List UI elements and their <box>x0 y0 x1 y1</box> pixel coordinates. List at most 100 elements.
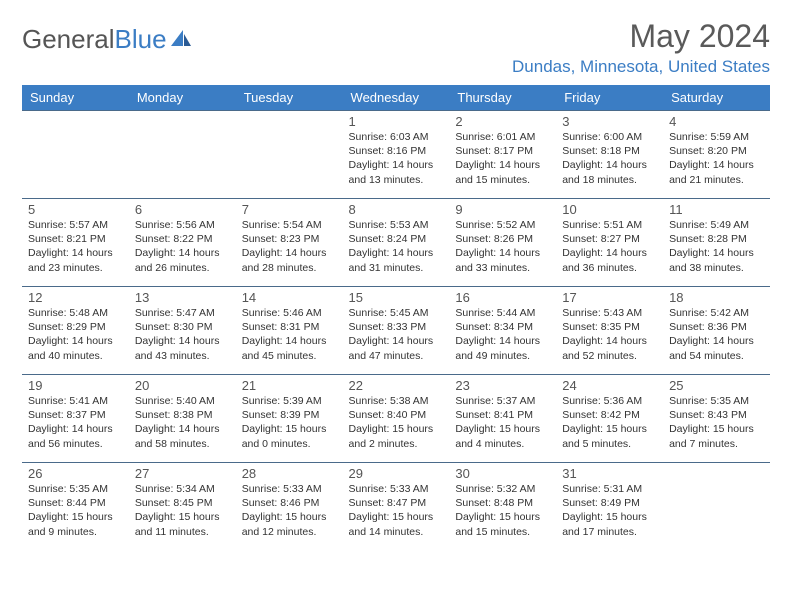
info-line: Sunrise: 5:37 AM <box>455 394 550 408</box>
day-info: Sunrise: 5:44 AMSunset: 8:34 PMDaylight:… <box>455 306 550 363</box>
logo-text-2: Blue <box>115 24 167 55</box>
info-line: and 0 minutes. <box>242 437 337 451</box>
info-line: and 18 minutes. <box>562 173 657 187</box>
info-line: and 36 minutes. <box>562 261 657 275</box>
info-line: Sunrise: 5:59 AM <box>669 130 764 144</box>
day-info: Sunrise: 5:34 AMSunset: 8:45 PMDaylight:… <box>135 482 230 539</box>
info-line: Sunrise: 5:35 AM <box>28 482 123 496</box>
calendar-row: 12Sunrise: 5:48 AMSunset: 8:29 PM Dayligh… <box>22 287 770 375</box>
info-line: Sunset: 8:30 PM <box>135 320 230 334</box>
info-line: Daylight: 15 hours <box>242 422 337 436</box>
info-line: Daylight: 14 hours <box>562 334 657 348</box>
day-number: 8 <box>349 202 444 217</box>
info-line: Sunrise: 5:33 AM <box>242 482 337 496</box>
info-line: Sunrise: 5:38 AM <box>349 394 444 408</box>
info-line: and 56 minutes. <box>28 437 123 451</box>
info-line: Daylight: 14 hours <box>242 246 337 260</box>
day-header: Friday <box>556 85 663 111</box>
sail-icon <box>169 24 193 55</box>
day-number: 13 <box>135 290 230 305</box>
calendar-cell: 1Sunrise: 6:03 AMSunset: 8:16 PMDaylight… <box>343 111 450 199</box>
calendar-cell-empty <box>663 463 770 551</box>
info-line: Sunrise: 5:36 AM <box>562 394 657 408</box>
info-line: Daylight: 15 hours <box>135 510 230 524</box>
info-line: and 5 minutes. <box>562 437 657 451</box>
day-number: 31 <box>562 466 657 481</box>
calendar-cell: 25Sunrise: 5:35 AMSunset: 8:43 PMDayligh… <box>663 375 770 463</box>
info-line: Daylight: 14 hours <box>455 158 550 172</box>
info-line: and 49 minutes. <box>455 349 550 363</box>
day-number: 21 <box>242 378 337 393</box>
calendar-cell: 9Sunrise: 5:52 AMSunset: 8:26 PMDaylight… <box>449 199 556 287</box>
info-line: and 45 minutes. <box>242 349 337 363</box>
day-number: 5 <box>28 202 123 217</box>
info-line: Daylight: 14 hours <box>349 158 444 172</box>
day-info: Sunrise: 5:52 AMSunset: 8:26 PMDaylight:… <box>455 218 550 275</box>
day-number: 1 <box>349 114 444 129</box>
info-line: Sunset: 8:35 PM <box>562 320 657 334</box>
day-number: 29 <box>349 466 444 481</box>
calendar-cell: 26Sunrise: 5:35 AMSunset: 8:44 PMDayligh… <box>22 463 129 551</box>
day-number: 20 <box>135 378 230 393</box>
calendar-cell: 16Sunrise: 5:44 AMSunset: 8:34 PMDayligh… <box>449 287 556 375</box>
info-line: Sunset: 8:45 PM <box>135 496 230 510</box>
day-info: Sunrise: 5:38 AMSunset: 8:40 PMDaylight:… <box>349 394 444 451</box>
calendar-cell: 4Sunrise: 5:59 AMSunset: 8:20 PMDaylight… <box>663 111 770 199</box>
info-line: Daylight: 14 hours <box>455 246 550 260</box>
day-number: 12 <box>28 290 123 305</box>
info-line: and 21 minutes. <box>669 173 764 187</box>
day-number: 4 <box>669 114 764 129</box>
day-info: Sunrise: 5:43 AMSunset: 8:35 PMDaylight:… <box>562 306 657 363</box>
info-line: Sunset: 8:49 PM <box>562 496 657 510</box>
day-number: 9 <box>455 202 550 217</box>
info-line: Sunrise: 5:52 AM <box>455 218 550 232</box>
day-header: Sunday <box>22 85 129 111</box>
day-number: 25 <box>669 378 764 393</box>
day-info: Sunrise: 5:33 AMSunset: 8:47 PMDaylight:… <box>349 482 444 539</box>
info-line: Daylight: 14 hours <box>349 246 444 260</box>
day-header: Saturday <box>663 85 770 111</box>
info-line: Daylight: 14 hours <box>135 246 230 260</box>
info-line: Daylight: 14 hours <box>669 158 764 172</box>
info-line: Daylight: 15 hours <box>349 422 444 436</box>
info-line: and 11 minutes. <box>135 525 230 539</box>
day-number: 27 <box>135 466 230 481</box>
info-line: Sunset: 8:29 PM <box>28 320 123 334</box>
info-line: and 58 minutes. <box>135 437 230 451</box>
info-line: Sunrise: 5:45 AM <box>349 306 444 320</box>
info-line: Sunset: 8:42 PM <box>562 408 657 422</box>
day-number: 30 <box>455 466 550 481</box>
day-number: 2 <box>455 114 550 129</box>
day-info: Sunrise: 5:59 AMSunset: 8:20 PMDaylight:… <box>669 130 764 187</box>
info-line: Sunrise: 5:35 AM <box>669 394 764 408</box>
info-line: Sunrise: 5:53 AM <box>349 218 444 232</box>
day-info: Sunrise: 5:36 AMSunset: 8:42 PMDaylight:… <box>562 394 657 451</box>
info-line: Sunset: 8:40 PM <box>349 408 444 422</box>
month-title: May 2024 <box>512 18 770 55</box>
calendar-cell-empty <box>22 111 129 199</box>
calendar-row: 19Sunrise: 5:41 AMSunset: 8:37 PMDayligh… <box>22 375 770 463</box>
info-line: Sunrise: 5:33 AM <box>349 482 444 496</box>
day-info: Sunrise: 5:57 AMSunset: 8:21 PMDaylight:… <box>28 218 123 275</box>
info-line: and 52 minutes. <box>562 349 657 363</box>
calendar-cell: 6Sunrise: 5:56 AMSunset: 8:22 PMDaylight… <box>129 199 236 287</box>
info-line: Daylight: 14 hours <box>669 246 764 260</box>
info-line: Sunset: 8:26 PM <box>455 232 550 246</box>
calendar-cell: 24Sunrise: 5:36 AMSunset: 8:42 PMDayligh… <box>556 375 663 463</box>
info-line: and 43 minutes. <box>135 349 230 363</box>
info-line: Daylight: 14 hours <box>28 246 123 260</box>
day-number: 3 <box>562 114 657 129</box>
info-line: Sunrise: 5:40 AM <box>135 394 230 408</box>
info-line: Sunset: 8:34 PM <box>455 320 550 334</box>
title-block: May 2024 Dundas, Minnesota, United State… <box>512 18 770 77</box>
calendar-cell: 19Sunrise: 5:41 AMSunset: 8:37 PMDayligh… <box>22 375 129 463</box>
info-line: Sunrise: 5:48 AM <box>28 306 123 320</box>
day-number: 26 <box>28 466 123 481</box>
info-line: and 15 minutes. <box>455 173 550 187</box>
info-line: Sunrise: 5:54 AM <box>242 218 337 232</box>
info-line: Sunrise: 5:51 AM <box>562 218 657 232</box>
day-number: 17 <box>562 290 657 305</box>
info-line: Daylight: 14 hours <box>562 158 657 172</box>
info-line: Sunrise: 5:47 AM <box>135 306 230 320</box>
info-line: Sunrise: 5:49 AM <box>669 218 764 232</box>
